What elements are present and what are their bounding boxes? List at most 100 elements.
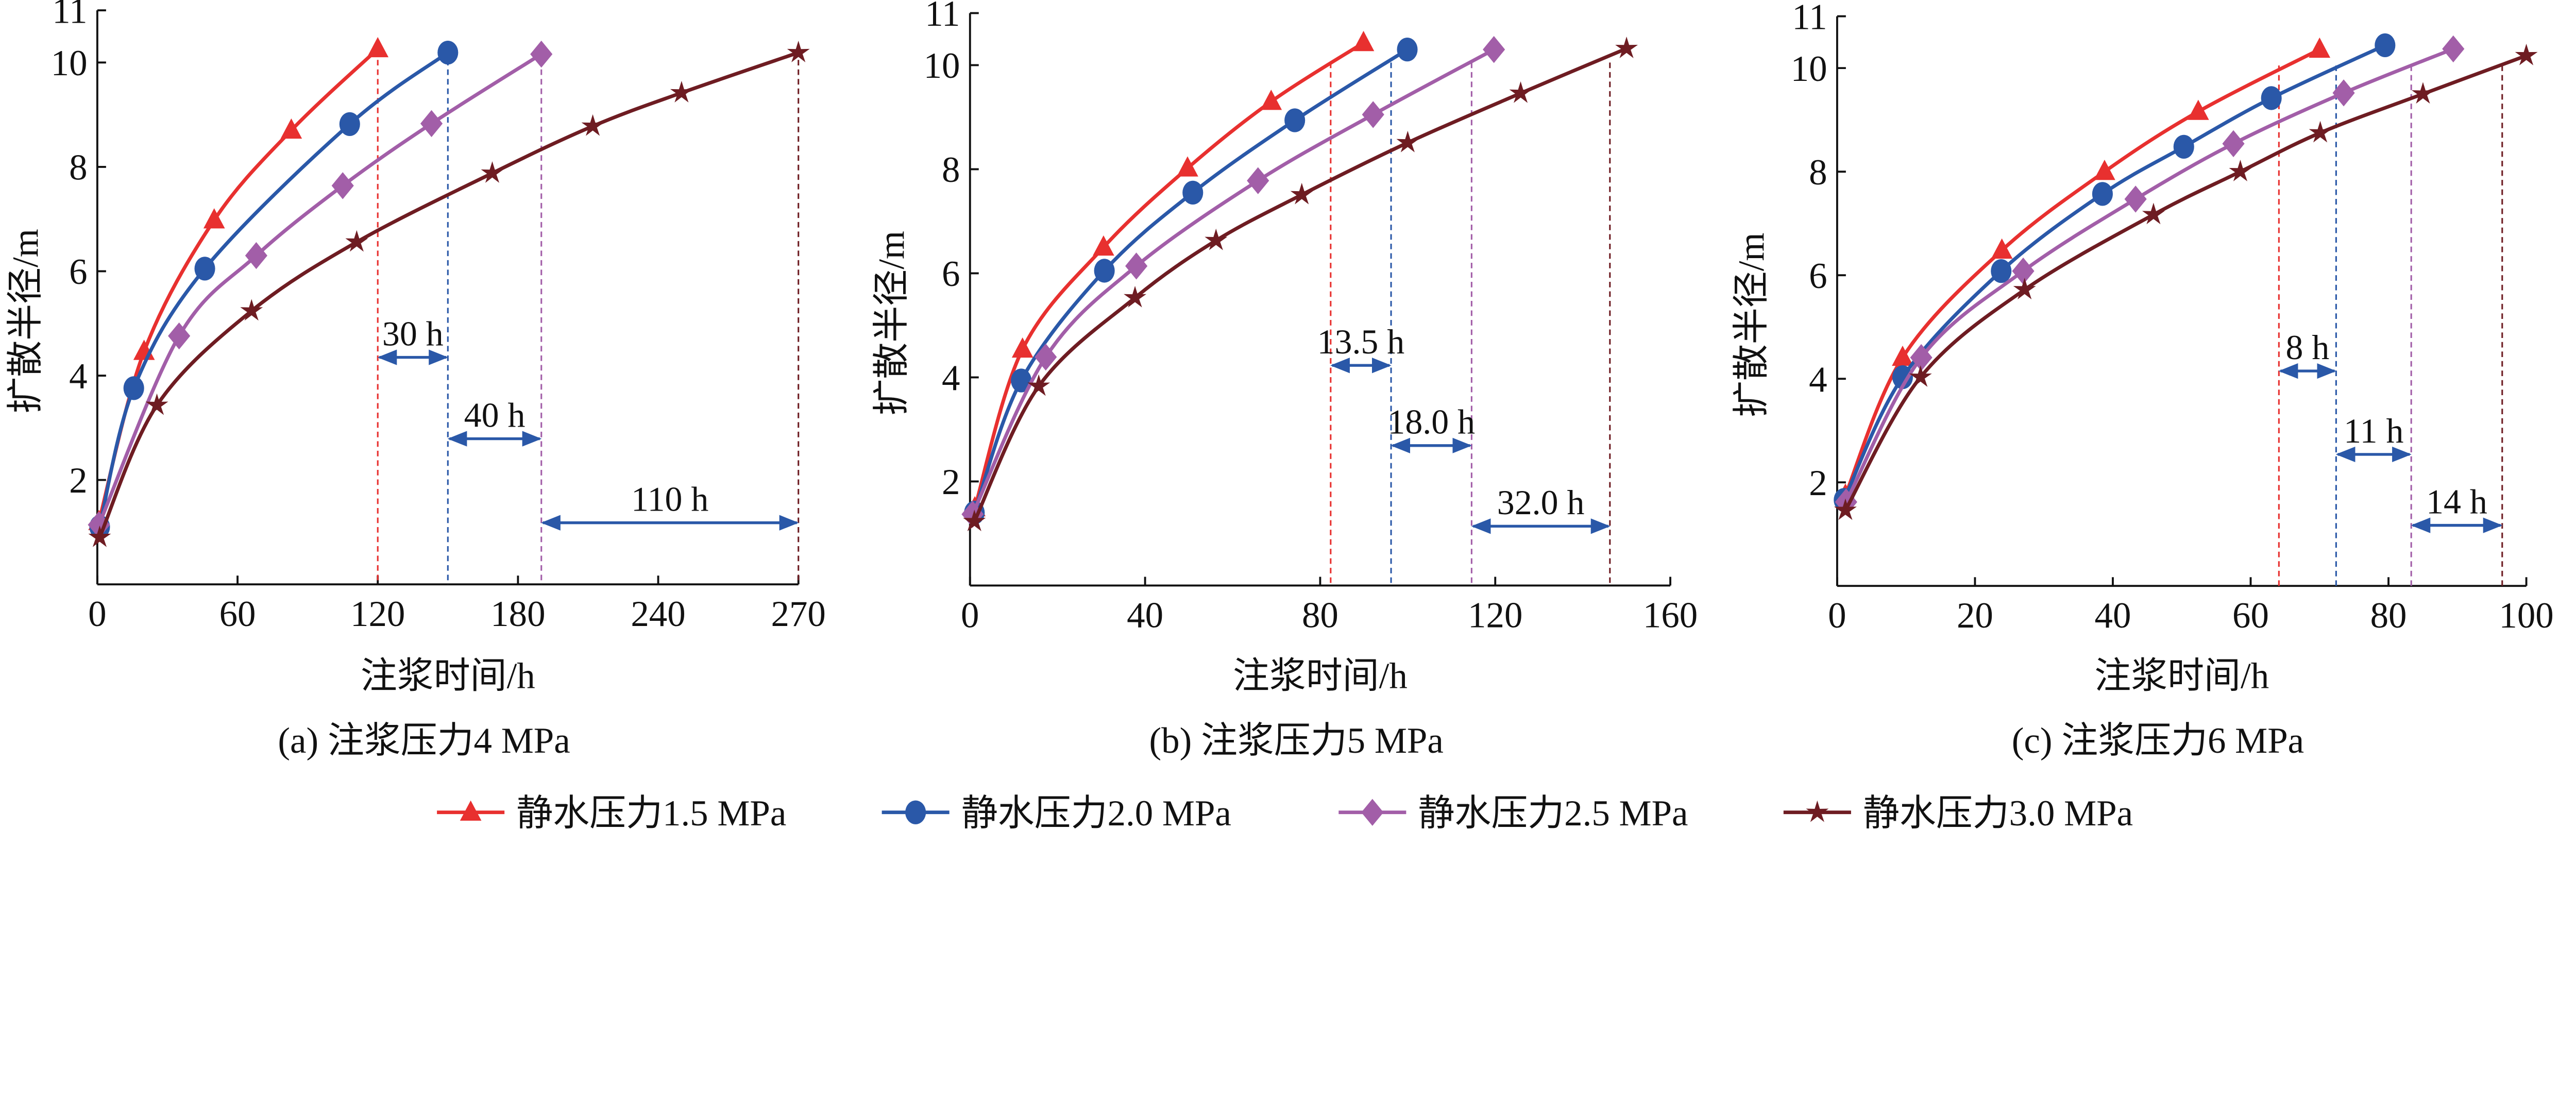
y-tick-label: 11 xyxy=(52,0,87,31)
circle-marker xyxy=(2092,182,2113,206)
legend-item: 静水压力2.0 MPa xyxy=(882,793,1231,834)
diamond-marker xyxy=(1910,344,1933,371)
star-marker xyxy=(2411,82,2434,104)
series-2 xyxy=(964,38,1418,525)
y-tick-label: 6 xyxy=(942,254,960,294)
legend-label: 静水压力3.0 MPa xyxy=(1863,793,2133,834)
interval-label: 13.5 h xyxy=(1317,323,1405,361)
circle-marker xyxy=(1892,365,1913,390)
circle-marker xyxy=(1011,368,1032,393)
circle-marker xyxy=(1991,259,2012,283)
x-tick-label: 40 xyxy=(2095,596,2131,636)
series-line xyxy=(98,50,799,538)
subplot-a: 0 60 120 180 240 270 2 4 6 8 10 11 注浆时间/h 扩散半径/m (a) 注… xyxy=(6,0,826,761)
star-marker xyxy=(2515,43,2538,65)
y-tick-label: 8 xyxy=(942,150,960,190)
legend-item: 静水压力1.5 MPa xyxy=(437,793,786,834)
star-marker xyxy=(1027,374,1050,396)
x-axis-title: 注浆时间/h xyxy=(2094,656,2269,696)
x-tick-label: 80 xyxy=(2370,596,2407,636)
diamond-marker xyxy=(2442,35,2465,63)
star-marker xyxy=(481,161,504,183)
diamond-marker xyxy=(530,40,553,68)
triangle-marker xyxy=(2094,160,2115,180)
x-tick-label: 60 xyxy=(219,594,256,634)
circle-marker xyxy=(1284,108,1306,132)
series-line xyxy=(97,47,379,522)
star-marker xyxy=(787,40,810,62)
diamond-marker xyxy=(2332,79,2355,107)
diamond-marker xyxy=(1035,343,1057,371)
series-line xyxy=(971,48,1495,515)
interval-label: 8 h xyxy=(2285,328,2329,367)
diamond-marker xyxy=(1361,799,1384,826)
x-tick-label: 0 xyxy=(1828,596,1846,636)
diamond-marker xyxy=(2124,185,2147,213)
subplot-caption: (a) 注浆压力4 MPa xyxy=(278,721,570,761)
x-axis-title: 注浆时间/h xyxy=(361,656,535,696)
triangle-marker xyxy=(460,800,482,821)
series-1 xyxy=(1835,37,2331,504)
diamond-marker xyxy=(420,110,443,138)
x-tick-label: 180 xyxy=(490,594,545,634)
diamond-marker xyxy=(331,172,354,199)
star-marker xyxy=(145,393,168,415)
legend-label: 静水压力2.0 MPa xyxy=(961,793,1231,834)
series-4 xyxy=(963,37,1638,531)
star-marker xyxy=(1909,365,1932,387)
series-line xyxy=(1843,54,2527,512)
x-tick-label: 160 xyxy=(1643,595,1698,635)
legend-item: 静水压力3.0 MPa xyxy=(1783,793,2133,834)
interval-label: 11 h xyxy=(2344,412,2403,450)
y-tick-label: 8 xyxy=(1809,153,1827,193)
x-tick-label: 100 xyxy=(2499,596,2553,636)
circle-marker xyxy=(905,800,926,824)
y-tick-label: 11 xyxy=(1792,0,1827,37)
triangle-marker xyxy=(1991,238,2013,259)
triangle-marker xyxy=(1260,90,1282,110)
diamond-marker xyxy=(245,242,267,269)
y-tick-label: 10 xyxy=(51,43,88,83)
series-line xyxy=(973,48,1409,514)
y-tick-label: 4 xyxy=(942,358,960,398)
series-line xyxy=(973,41,1365,509)
y-tick-label: 8 xyxy=(69,148,87,188)
series-line xyxy=(1843,47,2320,496)
circle-marker xyxy=(1397,38,1418,62)
circle-marker xyxy=(339,112,360,136)
series-line xyxy=(1842,43,2386,501)
triangle-marker xyxy=(1352,30,1375,52)
legend: 静水压力1.5 MPa 静水压力2.0 MPa 静水压力2.5 MPa 静水压力3.0… xyxy=(437,793,2133,834)
star-marker xyxy=(1806,800,1829,822)
y-tick-label: 11 xyxy=(925,0,960,34)
x-tick-label: 0 xyxy=(88,594,106,634)
y-tick-label: 2 xyxy=(942,462,960,502)
interval-label: 14 h xyxy=(2426,483,2487,521)
triangle-marker xyxy=(1177,156,1198,177)
subplot-b: 0 40 80 120 160 2 4 6 8 10 11 注浆时间/h 扩散半径/m (b) 注浆压力5… xyxy=(872,0,1698,761)
legend-label: 静水压力2.5 MPa xyxy=(1418,793,1688,834)
star-marker xyxy=(1615,37,1638,58)
series-1 xyxy=(88,37,389,530)
x-tick-label: 120 xyxy=(1468,595,1522,635)
star-marker xyxy=(2142,202,2165,225)
series-4 xyxy=(88,40,810,547)
x-tick-label: 20 xyxy=(1957,596,1993,636)
series-3 xyxy=(88,40,553,538)
x-tick-label: 80 xyxy=(1302,595,1338,635)
subplot-caption: (b) 注浆压力5 MPa xyxy=(1149,721,1444,761)
series-line xyxy=(98,51,449,528)
diamond-marker xyxy=(2222,130,2245,158)
circle-marker xyxy=(123,376,144,400)
star-marker xyxy=(1205,228,1228,250)
triangle-marker xyxy=(1892,345,1913,366)
triangle-marker xyxy=(203,208,225,229)
star-marker xyxy=(88,525,111,547)
series-2 xyxy=(1834,33,2396,512)
subplot-c: 0 20 40 60 80 100 2 4 6 8 10 11 注浆时间/h 扩散半径/m (c) 注浆压力… xyxy=(1732,0,2554,761)
series-2 xyxy=(89,40,459,539)
interval-label: 18.0 h xyxy=(1387,403,1475,442)
x-tick-label: 60 xyxy=(2232,596,2269,636)
circle-marker xyxy=(1182,180,1204,205)
